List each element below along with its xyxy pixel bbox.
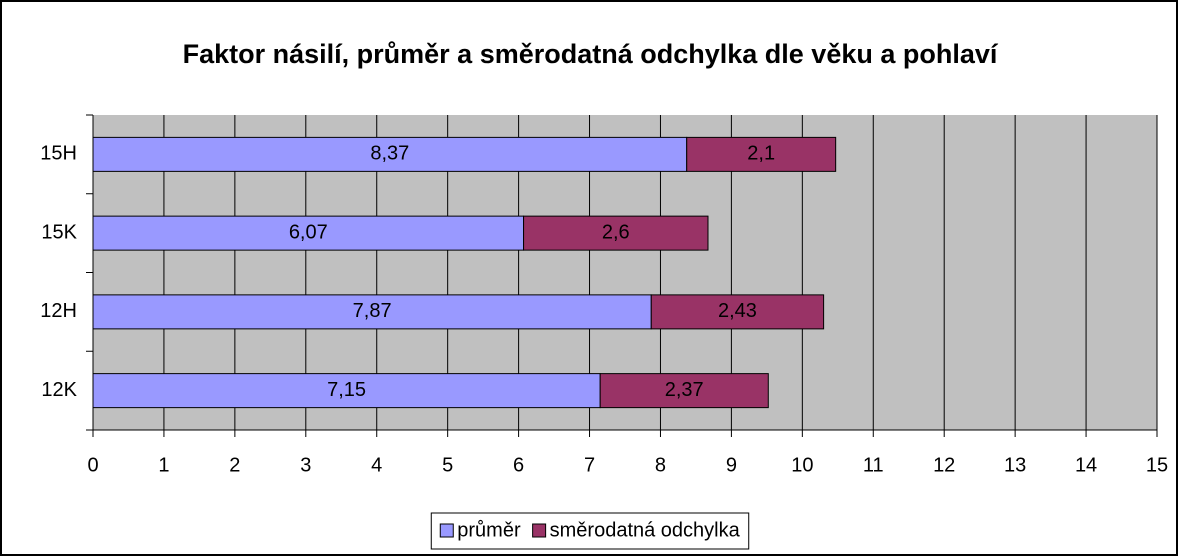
legend-label: směrodatná odchylka <box>550 519 741 541</box>
x-tick-label: 2 <box>229 454 240 476</box>
data-label: 7,15 <box>327 379 366 401</box>
x-tick-label: 7 <box>584 454 595 476</box>
bar-segment <box>523 215 709 251</box>
y-tick-label: 12H <box>40 300 77 322</box>
legend-label: průměr <box>457 519 521 541</box>
bar-segment <box>92 136 688 172</box>
x-tick-label: 9 <box>726 454 737 476</box>
x-tick-label: 5 <box>442 454 453 476</box>
chart-title: Faktor násilí, průměr a směrodatná odchy… <box>183 39 999 69</box>
x-tick-label: 12 <box>933 454 955 476</box>
x-tick-label: 1 <box>158 454 169 476</box>
y-tick-label: 15H <box>40 143 77 165</box>
bar-segment <box>92 215 525 251</box>
data-label: 2,6 <box>602 221 630 243</box>
x-tick-label: 8 <box>655 454 666 476</box>
legend-key <box>439 523 454 538</box>
legend-key <box>532 523 547 538</box>
data-label: 2,37 <box>665 379 704 401</box>
bar-segment <box>650 294 825 330</box>
x-tick-label: 0 <box>87 454 98 476</box>
bar-segment <box>92 294 652 330</box>
x-tick-label: 11 <box>863 454 884 476</box>
legend <box>430 512 750 550</box>
x-tick-label: 6 <box>513 454 524 476</box>
bar-segment <box>686 136 837 172</box>
y-tick-label: 15K <box>41 221 77 243</box>
x-tick-label: 15 <box>1146 454 1168 476</box>
y-tick-label: 12K <box>41 379 77 401</box>
x-tick-label: 14 <box>1075 454 1097 476</box>
data-label: 6,07 <box>289 221 328 243</box>
data-label: 8,37 <box>370 143 409 165</box>
data-label: 2,1 <box>747 143 775 165</box>
bar-segment <box>599 373 769 409</box>
data-label: 2,43 <box>718 300 757 322</box>
x-tick-label: 3 <box>300 454 311 476</box>
x-tick-label: 13 <box>1004 454 1026 476</box>
data-label: 7,87 <box>353 300 392 322</box>
x-tick-label: 10 <box>791 454 813 476</box>
x-tick-label: 4 <box>371 454 382 476</box>
bar-segment <box>92 373 601 409</box>
